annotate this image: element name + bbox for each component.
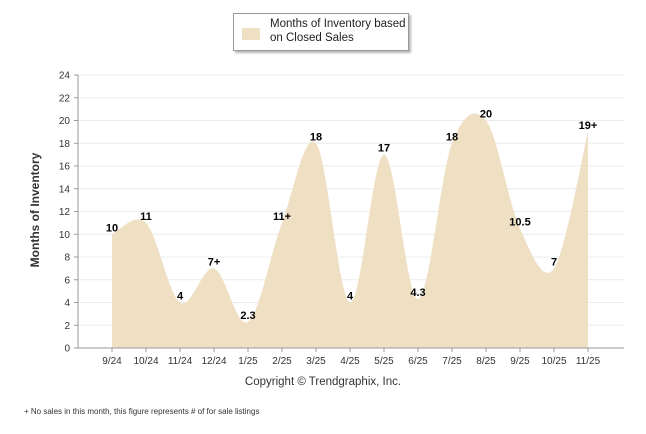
x-tick-label: 10/24 [133,356,158,367]
x-tick-label: 1/25 [238,356,258,367]
y-tick-label: 2 [64,321,70,332]
x-tick-label: 5/25 [374,356,394,367]
data-label: 11+ [273,211,291,223]
x-tick-label: 11/24 [168,356,193,367]
x-tick-label: 3/25 [306,356,326,367]
legend-swatch [242,28,260,40]
y-tick-label: 20 [59,116,71,127]
x-tick-label: 4/25 [340,356,360,367]
y-axis-label: Months of Inventory [28,152,42,268]
y-tick-label: 10 [59,230,71,241]
y-tick-label: 12 [59,207,71,218]
y-tick-label: 18 [59,139,71,150]
x-tick-label: 11/25 [576,356,601,367]
data-label: 17 [378,143,390,155]
data-label: 20 [480,109,492,121]
y-tick-label: 24 [59,71,71,82]
x-tick-label: 9/25 [510,356,530,367]
x-tick-label: 9/24 [102,356,122,367]
x-tick-label: 8/25 [476,356,496,367]
data-label: 18 [310,131,322,143]
legend: Months of Inventory based on Closed Sale… [233,13,409,51]
data-label: 7+ [208,256,221,268]
data-label: 10 [106,222,118,234]
data-label: 7 [551,256,557,268]
x-tick-label: 12/24 [201,356,226,367]
y-tick-label: 6 [64,275,70,286]
legend-label: Months of Inventory based on Closed Sale… [270,18,406,44]
copyright-text: Copyright © Trendgraphix, Inc. [244,376,402,388]
y-tick-label: 22 [59,93,71,104]
y-tick-label: 14 [59,184,71,195]
footnote: + No sales in this month, this figure re… [24,407,260,416]
data-label: 4 [347,291,354,303]
y-tick-label: 4 [64,298,70,309]
y-tick-label: 8 [64,253,70,264]
data-label: 18 [446,131,458,143]
area-series [112,113,588,348]
data-label: 4.3 [410,287,425,299]
y-tick-label: 0 [64,344,70,355]
x-tick-label: 10/25 [541,356,566,367]
x-tick-label: 2/25 [272,356,292,367]
x-tick-label: 6/25 [408,356,428,367]
data-label: 10.5 [509,217,530,229]
data-label: 2.3 [240,310,255,322]
x-tick-label: 7/25 [442,356,462,367]
data-label: 11 [140,211,152,223]
data-label: 19+ [579,120,598,132]
y-tick-label: 16 [59,162,71,173]
data-label: 4 [177,291,184,303]
